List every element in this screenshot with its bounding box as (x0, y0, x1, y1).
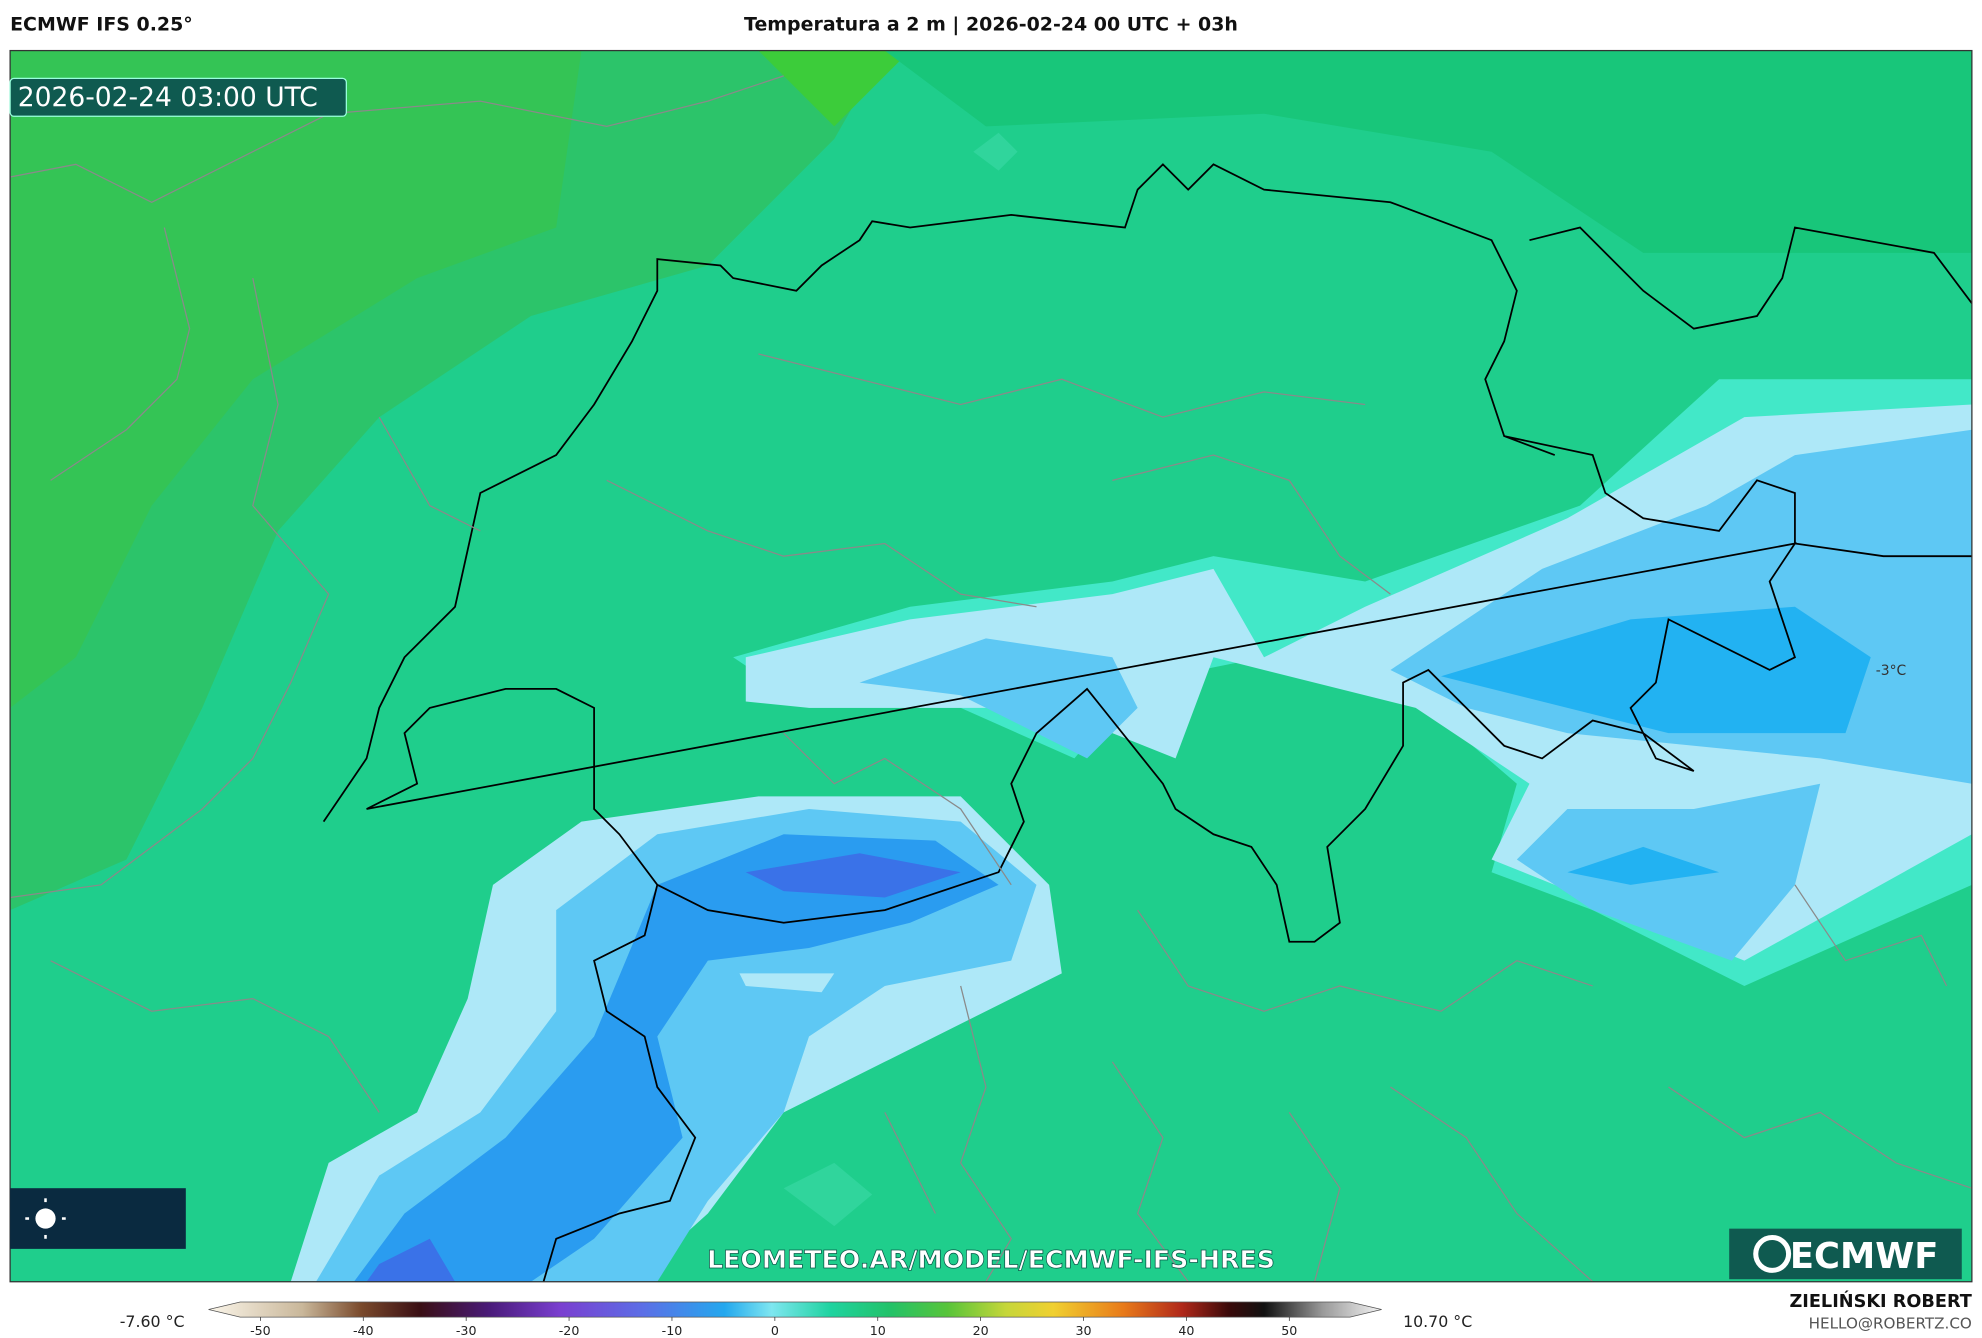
tick-label: 20 (973, 1323, 989, 1338)
tick-label: 0 (771, 1323, 779, 1338)
tick-label: -10 (662, 1323, 683, 1338)
tick-label: -30 (456, 1323, 477, 1338)
model-name: ECMWF IFS 0.25° (10, 13, 193, 35)
map (10, 50, 1972, 1282)
map-frame (9, 49, 1973, 1283)
cold-zone (1440, 606, 1871, 885)
cold-zone (739, 973, 835, 993)
max-label: 10.70 °C (1403, 1312, 1472, 1331)
tick-label: 40 (1178, 1323, 1194, 1338)
sun-icon (35, 1208, 56, 1229)
map-title: Temperatura a 2 m | 2026-02-24 00 UTC + … (744, 13, 1238, 35)
warm-zone (758, 50, 911, 127)
country-border (322, 163, 1972, 1282)
colorbar-ticks: -50 -40 -30 -20 -10 0 10 20 30 40 50 (250, 1317, 1297, 1338)
sun-rays (25, 1198, 66, 1239)
timestamp-box (9, 77, 347, 117)
colorbar (208, 1301, 1382, 1318)
warm-zone (884, 50, 1972, 253)
warm-zone (10, 50, 582, 708)
email: HELLO@ROBERTZ.CO (1809, 1315, 1972, 1333)
tick-label: 10 (870, 1323, 886, 1338)
watermark: LEOMETEO.AR/MODEL/ECMWF-IFS-HRES (707, 1245, 1275, 1274)
tick-label: 50 (1281, 1323, 1297, 1338)
tick-label: -40 (353, 1323, 374, 1338)
logo-text: ECMWF (1790, 1236, 1939, 1277)
timestamp: 2026-02-24 03:00 UTC (18, 82, 318, 113)
point-label: -3°C (1876, 663, 1907, 679)
tick-label: -50 (250, 1323, 271, 1338)
cold-zone (353, 834, 999, 1282)
min-label: -7.60 °C (120, 1312, 185, 1331)
logo-icon (1753, 1234, 1792, 1273)
tick-label: -20 (559, 1323, 580, 1338)
author: ZIELIŃSKI ROBERT (1789, 1290, 1971, 1312)
tick-label: 30 (1075, 1323, 1091, 1338)
